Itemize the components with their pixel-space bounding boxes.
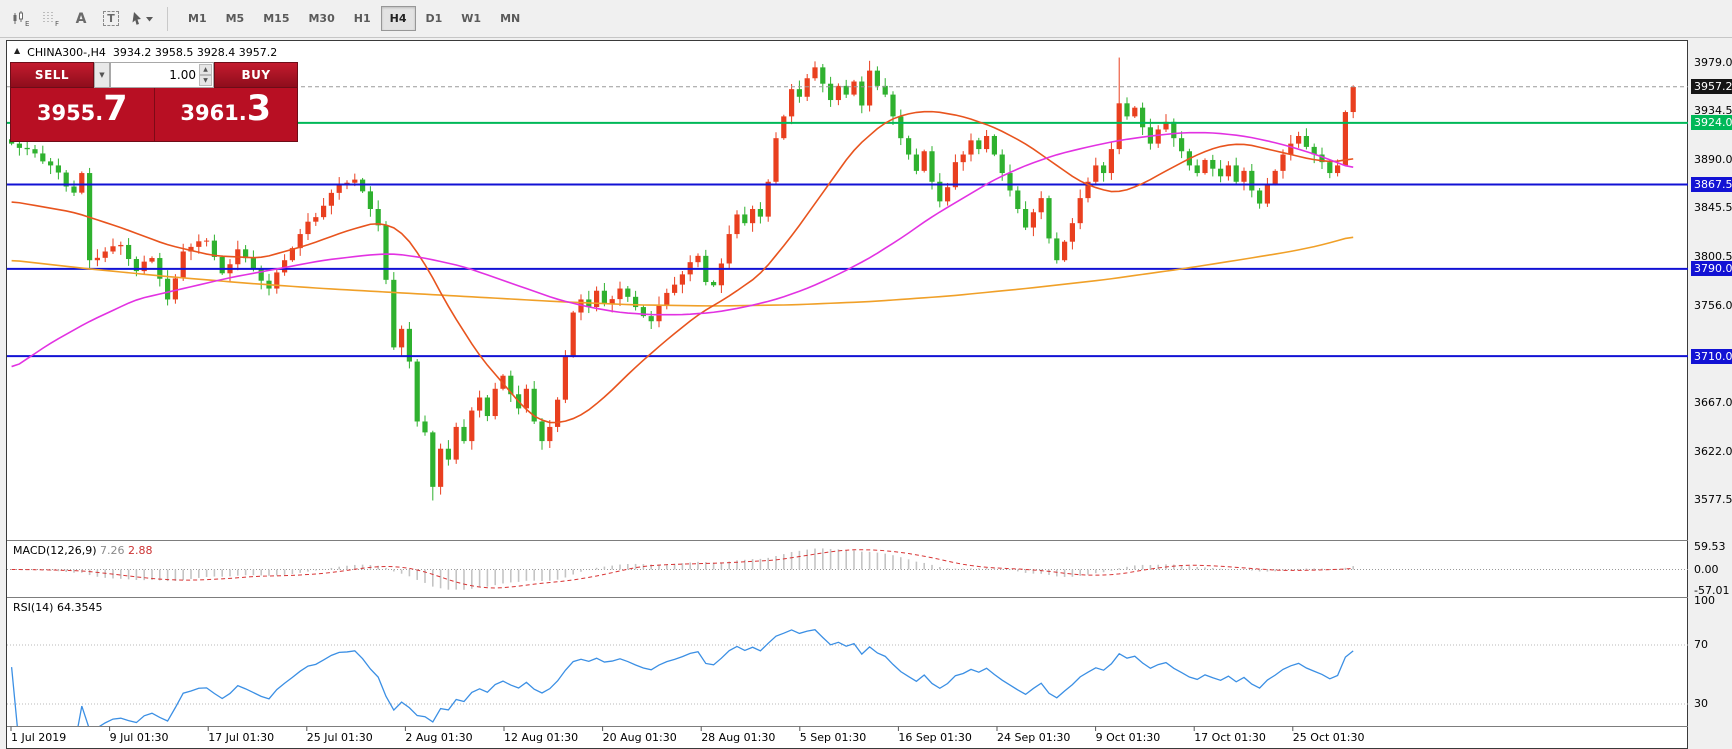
letter-a-icon: A: [75, 10, 87, 27]
price-label: 59.53: [1694, 540, 1726, 554]
price-label: -57.01: [1694, 583, 1730, 597]
time-axis[interactable]: 1 Jul 2019 9 Jul 01:30 17 Jul 01:30 25 Jul …: [0, 731, 1732, 749]
price-label: 3845.5: [1694, 201, 1732, 215]
icon-sub-letter: F: [55, 20, 59, 27]
buy-price-button[interactable]: 3961. 3: [154, 88, 297, 141]
price-label: 3577.5: [1694, 493, 1732, 507]
timeframe-M15[interactable]: M15: [263, 12, 290, 25]
timeframe-M1[interactable]: M1: [188, 12, 207, 25]
time-label: 17 Oct 01:30: [1194, 731, 1266, 744]
time-label: 16 Sep 01:30: [898, 731, 972, 744]
icon-sub-letter: E: [25, 20, 29, 27]
ohlc-values: 3934.2 3958.5 3928.4 3957.2: [112, 46, 278, 59]
chart-style-icon[interactable]: E: [8, 5, 34, 33]
collapse-arrow-icon[interactable]: ▲: [14, 46, 21, 55]
price-tag: 3790.0: [1691, 261, 1732, 277]
text-annotation-icon[interactable]: A: [68, 5, 94, 33]
sell-price: 3955.: [36, 101, 104, 125]
volume-input[interactable]: [111, 63, 213, 87]
time-label: 28 Aug 01:30: [701, 731, 776, 744]
buy-price-pips: 3: [246, 89, 272, 129]
macd-value: 7.26: [100, 544, 125, 557]
text-box-icon[interactable]: T: [98, 5, 124, 33]
price-label: 3667.0: [1694, 395, 1732, 409]
price-tag: 3924.0: [1691, 115, 1732, 131]
time-label: 25 Jul 01:30: [306, 731, 373, 744]
toolbar-separator: [167, 6, 168, 31]
timeframe-MN[interactable]: MN: [500, 12, 521, 25]
one-click-trading-panel: SELL ▼ ▲ ▼ BUY 3955.7 3961.3: [10, 62, 298, 142]
price-label: 3622.0: [1694, 444, 1732, 458]
time-label: 9 Jul 01:30: [109, 731, 169, 744]
chevron-down-icon: [146, 17, 153, 22]
symbol-name: CHINA300-,H4: [27, 46, 106, 59]
time-label: 9 Oct 01:30: [1095, 731, 1161, 744]
sell-price-pips: 7: [103, 89, 128, 129]
volume-down-button[interactable]: ▼: [199, 75, 212, 86]
rsi-label: RSI(14) 64.3545: [13, 601, 103, 614]
fast-ma: [11, 110, 1354, 424]
price-label: 100: [1694, 593, 1715, 607]
price-label: 0.00: [1694, 562, 1719, 576]
price-label: 3934.5: [1694, 104, 1732, 118]
timeframe-M5[interactable]: M5: [225, 12, 245, 25]
buy-button[interactable]: BUY: [214, 62, 298, 88]
buy-price: 3961.: [180, 101, 247, 125]
rsi-value: 64.3545: [56, 601, 103, 614]
price-label: 3800.5: [1694, 250, 1732, 264]
time-label: 17 Jul 01:30: [208, 731, 275, 744]
time-label: 24 Sep 01:30: [997, 731, 1071, 744]
cursor-tool-icon[interactable]: [128, 5, 156, 33]
sell-button[interactable]: SELL: [10, 62, 94, 88]
time-label: 5 Sep 01:30: [799, 731, 867, 744]
macd-plot[interactable]: [7, 548, 1688, 590]
letter-t-icon: T: [103, 11, 119, 26]
slow-ma: [11, 236, 1354, 307]
price-label: 3890.0: [1694, 152, 1732, 166]
price-label: 70: [1694, 638, 1708, 651]
timeframe-W1[interactable]: W1: [461, 12, 482, 25]
time-label: 2 Aug 01:30: [405, 731, 473, 744]
price-tag: 3710.0: [1691, 348, 1732, 364]
time-label: 25 Oct 01:30: [1292, 731, 1365, 744]
volume-up-button[interactable]: ▲: [199, 64, 212, 75]
timeframe-group: M1 M5 M15 M30 H1 H4 D1 W1 MN: [179, 6, 529, 31]
time-label: 1 Jul 2019: [11, 731, 67, 744]
macd-signal-value: 2.88: [128, 544, 153, 557]
price-tag: 3957.2: [1691, 79, 1732, 95]
price-axis[interactable]: 3979.0 3934.5 3890.0 3845.5 3800.5 3756.0 3667…: [1691, 0, 1732, 749]
price-label: 30: [1694, 697, 1708, 710]
mid-ma: [11, 131, 1354, 368]
price-tag: 3867.5: [1691, 176, 1732, 192]
price-label: 3756.0: [1694, 298, 1732, 312]
chevron-down-icon: ▼: [99, 71, 105, 79]
grid-icon[interactable]: F: [38, 5, 64, 33]
symbol-ohlc-header: ▲ CHINA300-,H4 3934.2 3958.5 3928.4 3957…: [14, 46, 277, 59]
timeframe-H4[interactable]: H4: [380, 6, 416, 31]
timeframe-H1[interactable]: H1: [353, 12, 371, 25]
sell-price-button[interactable]: 3955. 7: [11, 88, 155, 141]
volume-dropdown-button[interactable]: ▼: [94, 62, 110, 88]
timeframe-M30[interactable]: M30: [308, 12, 335, 25]
macd-label: MACD(12,26,9) 7.26 2.88: [13, 544, 153, 557]
volume-field: ▲ ▼: [110, 62, 214, 88]
rsi-plot[interactable]: [7, 629, 1688, 748]
price-label: 3979.0: [1694, 56, 1732, 69]
panel-separators: [7, 540, 1688, 731]
time-label: 12 Aug 01:30: [504, 731, 579, 744]
time-label: 20 Aug 01:30: [602, 731, 677, 744]
toolbar: E F A T M1 M5 M15 M30 H1 H4 D1 W1 MN: [0, 0, 1732, 38]
timeframe-D1[interactable]: D1: [425, 12, 443, 25]
